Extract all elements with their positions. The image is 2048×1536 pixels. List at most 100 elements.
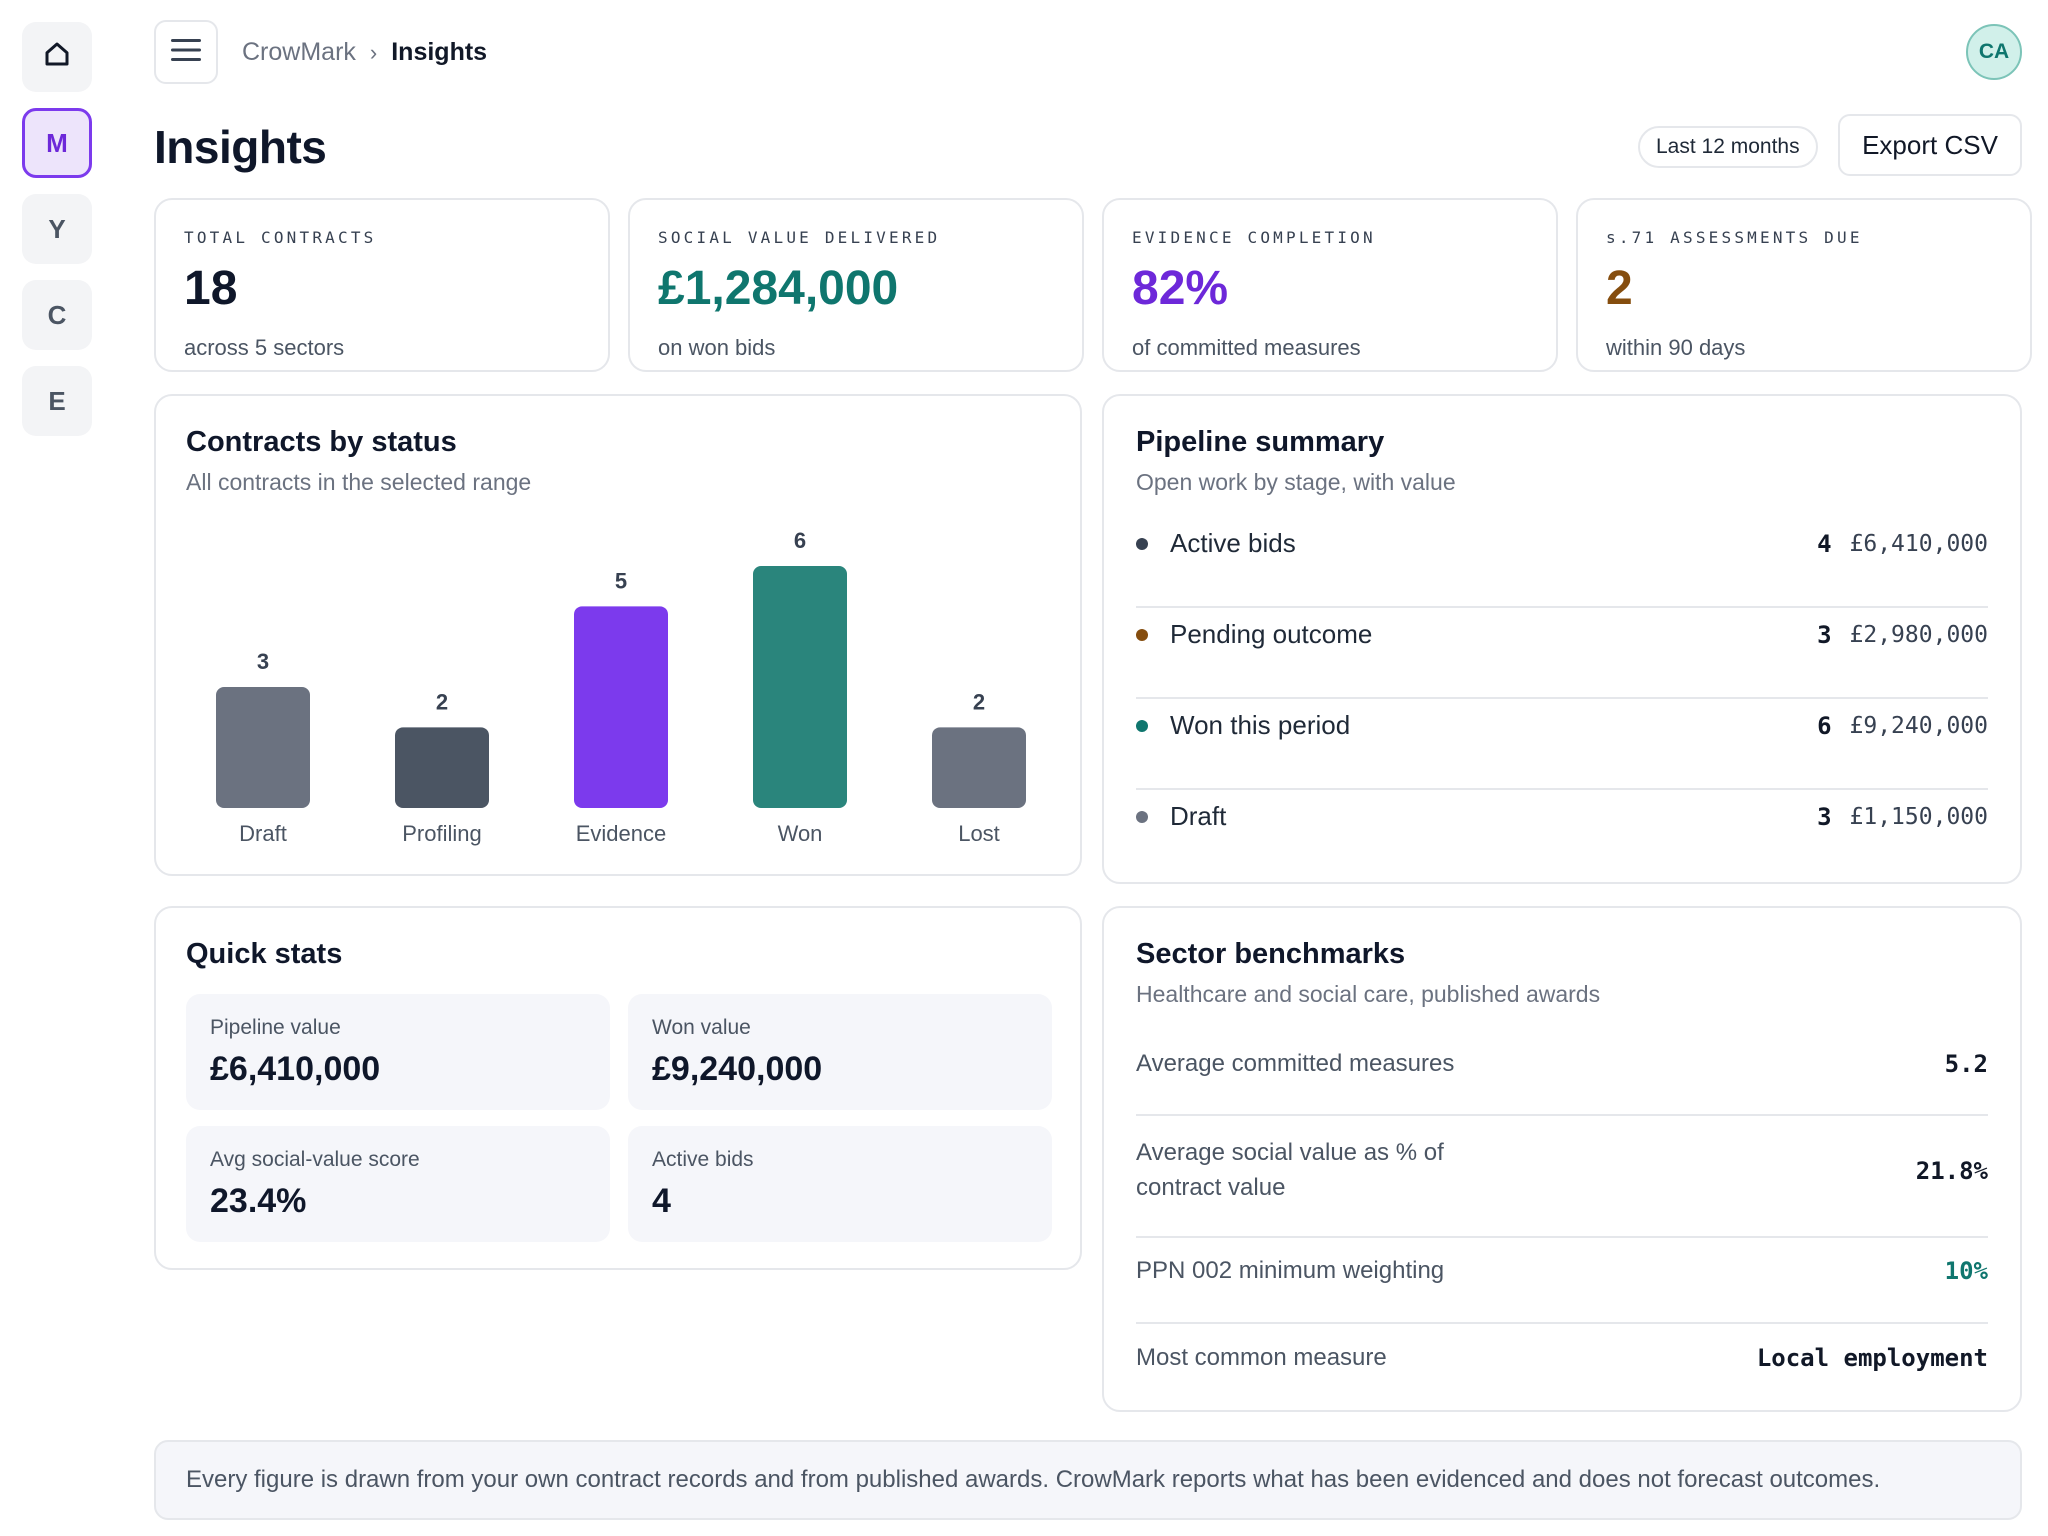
pipeline-row-won[interactable]: Won this period 6 £9,240,000 — [1136, 680, 1988, 771]
status-dot — [1136, 537, 1148, 550]
pipeline-row-draft[interactable]: Draft 3 £1,150,000 — [1136, 771, 1988, 862]
export-csv-button[interactable]: Export CSV — [1838, 114, 2022, 176]
pipeline-count: 6 — [1817, 711, 1832, 740]
bar-value-label: 6 — [794, 528, 806, 553]
bar-evidence[interactable] — [574, 606, 668, 808]
left-rail: M Y C E — [22, 22, 92, 452]
benchmark-value: 21.8% — [1915, 1157, 1988, 1185]
pipeline-count: 3 — [1817, 802, 1832, 831]
benchmark-value: Local employment — [1756, 1344, 1988, 1372]
panel-subtitle: Healthcare and social care, published aw… — [1136, 981, 1601, 1007]
kpi-value: 18 — [184, 262, 238, 315]
pipeline-stage: Active bids — [1170, 528, 1296, 558]
benchmark-value: 5.2 — [1944, 1050, 1988, 1078]
pipeline-stage: Won this period — [1170, 710, 1351, 740]
rail-item-y[interactable]: Y — [22, 194, 92, 264]
stat-label: Won value — [652, 1016, 751, 1039]
pipeline-row-pending-outcome[interactable]: Pending outcome 3 £2,980,000 — [1136, 589, 1988, 680]
pipeline-amount: £2,980,000 — [1849, 621, 1988, 648]
rail-item-label: Y — [48, 213, 66, 244]
stat-active-bids: Active bids 4 — [628, 1126, 1052, 1242]
avatar[interactable]: CA — [1966, 24, 2022, 80]
bar-category-label: Profiling — [402, 821, 481, 846]
bar-category-label: Won — [778, 821, 823, 846]
kpi-subtext: within 90 days — [1606, 335, 1746, 360]
stat-won-value: Won value £9,240,000 — [628, 994, 1052, 1110]
bar-value-label: 2 — [436, 689, 448, 714]
kpi-value: 82% — [1132, 262, 1229, 315]
benchmark-value: 10% — [1944, 1257, 1988, 1285]
benchmark-row: Average social value as % of contract va… — [1136, 1126, 1988, 1216]
breadcrumb-root[interactable]: CrowMark — [242, 38, 356, 66]
bar-category-label: Draft — [239, 821, 287, 846]
pipeline-stage: Pending outcome — [1170, 619, 1373, 649]
panel-subtitle: Open work by stage, with value — [1136, 469, 1456, 495]
pipeline-amount: £1,150,000 — [1849, 803, 1988, 830]
benchmark-row: PPN 002 minimum weighting 10% — [1136, 1251, 1988, 1291]
benchmark-row: Average committed measures 5.2 — [1136, 1044, 1988, 1084]
stat-label: Pipeline value — [210, 1016, 341, 1039]
kpi-card-assessments-due: s.71 ASSESSMENTS DUE 2 within 90 days — [1576, 198, 2032, 372]
stat-pipeline-value: Pipeline value £6,410,000 — [186, 994, 610, 1110]
rail-item-home[interactable] — [22, 22, 92, 92]
bar-lost[interactable] — [932, 727, 1026, 808]
bar-won[interactable] — [753, 566, 847, 808]
kpi-label: TOTAL CONTRACTS — [184, 228, 377, 247]
rail-item-e[interactable]: E — [22, 366, 92, 436]
kpi-subtext: across 5 sectors — [184, 335, 345, 360]
kpi-card-evidence-completion: EVIDENCE COMPLETION 82% of committed mea… — [1102, 198, 1558, 372]
date-range-selector[interactable]: Last 12 months — [1638, 126, 1818, 168]
rail-item-m[interactable]: M — [22, 108, 92, 178]
sector-benchmarks-panel: Sector benchmarks Healthcare and social … — [1102, 906, 2022, 1412]
pipeline-summary-panel: Pipeline summary Open work by stage, wit… — [1102, 394, 2022, 884]
rail-item-label: M — [46, 127, 68, 158]
pipeline-row-active-bids[interactable]: Active bids 4 £6,410,000 — [1136, 498, 1988, 589]
stat-label: Active bids — [652, 1148, 754, 1171]
stat-value: £6,410,000 — [210, 1050, 381, 1088]
divider — [1136, 606, 1988, 608]
divider — [1136, 697, 1988, 699]
stat-label: Avg social-value score — [210, 1148, 420, 1171]
pipeline-amount: £9,240,000 — [1849, 712, 1988, 739]
stat-value: 4 — [652, 1182, 671, 1220]
bar-value-label: 3 — [257, 649, 269, 674]
kpi-label: EVIDENCE COMPLETION — [1132, 228, 1376, 247]
divider — [1136, 788, 1988, 790]
bar-value-label: 2 — [973, 689, 985, 714]
kpi-subtext: on won bids — [658, 335, 776, 360]
bar-profiling[interactable] — [395, 727, 489, 808]
breadcrumb-current: Insights — [391, 38, 488, 66]
quick-stats-panel: Quick stats Pipeline value £6,410,000 Wo… — [154, 906, 1082, 1270]
page-title: Insights — [154, 121, 327, 173]
kpi-card-total-contracts: TOTAL CONTRACTS 18 across 5 sectors — [154, 198, 610, 372]
stat-avg-social-value-score: Avg social-value score 23.4% — [186, 1126, 610, 1242]
benchmark-label: Most common measure — [1136, 1343, 1387, 1371]
bar-category-label: Evidence — [576, 821, 667, 846]
menu-button[interactable] — [154, 20, 218, 84]
status-dot — [1136, 628, 1148, 641]
rail-item-label: E — [48, 385, 66, 416]
divider — [1136, 1114, 1988, 1116]
rail-item-label: C — [47, 299, 67, 330]
kpi-value: 2 — [1606, 262, 1633, 315]
rail-item-c[interactable]: C — [22, 280, 92, 350]
divider — [1136, 1236, 1988, 1238]
bar-value-label: 5 — [615, 568, 627, 593]
kpi-value: £1,284,000 — [658, 262, 899, 315]
bar-draft[interactable] — [216, 687, 310, 808]
benchmark-label: Average social value as % of contract va… — [1136, 1139, 1444, 1201]
panel-title: Contracts by status — [186, 426, 457, 458]
panel-subtitle: All contracts in the selected range — [186, 469, 532, 495]
home-icon — [42, 39, 72, 76]
footer-note: Every figure is drawn from your own cont… — [154, 1440, 2022, 1520]
divider — [1136, 1322, 1988, 1324]
kpi-label: SOCIAL VALUE DELIVERED — [658, 228, 941, 247]
pipeline-count: 3 — [1817, 620, 1832, 649]
kpi-label: s.71 ASSESSMENTS DUE — [1606, 228, 1863, 247]
kpi-subtext: of committed measures — [1132, 335, 1361, 360]
benchmark-label: Average committed measures — [1136, 1049, 1455, 1077]
chevron-right-icon: › — [369, 39, 378, 65]
breadcrumb: CrowMark › Insights — [242, 38, 487, 67]
status-dot — [1136, 719, 1148, 732]
benchmark-label: PPN 002 minimum weighting — [1136, 1256, 1445, 1284]
